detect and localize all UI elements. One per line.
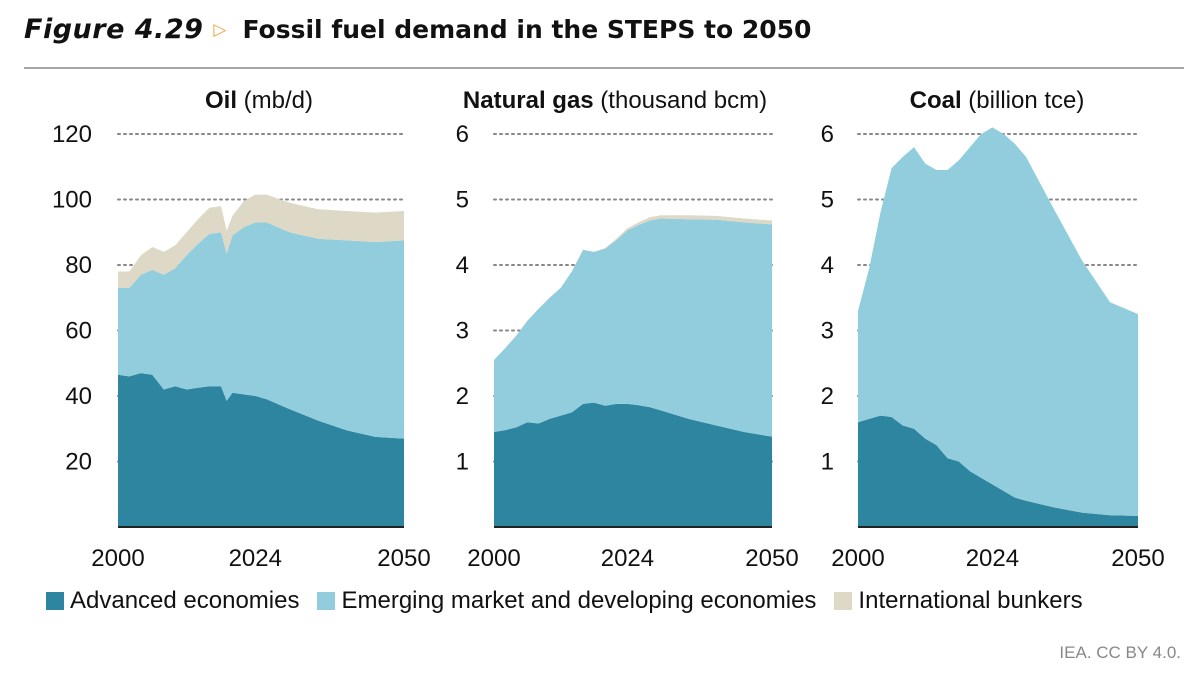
panel-2-y-tick-label: 2	[456, 383, 469, 410]
panel-2-x-tick-label: 2000	[467, 545, 520, 570]
panel-1-title: Oil (mb/d)	[205, 87, 313, 114]
legend-label-bunkers: International bunkers	[858, 587, 1083, 614]
legend-item-emerging: Emerging market and developing economies	[317, 587, 816, 615]
panel-1-area-bunkers	[118, 194, 404, 288]
panel-1-x-tick-label: 2024	[229, 545, 282, 570]
panel-1-y-tick-label: 80	[65, 252, 92, 279]
panel-1-title-bold: Oil	[205, 87, 237, 114]
panel-3-area-emerging	[858, 127, 1138, 516]
legend-label-advanced: Advanced economies	[70, 587, 300, 614]
panel-3-y-tick-label: 2	[821, 383, 834, 410]
figure-title: Fossil fuel demand in the STEPS to 2050	[242, 15, 812, 44]
panel-1-x-tick-label: 2000	[91, 545, 144, 570]
panel-1-title-unit: (mb/d)	[237, 87, 313, 114]
panel-3-y-tick-label: 5	[821, 187, 834, 214]
panel-1-y-tick-label: 60	[65, 318, 92, 345]
panel-3-y-tick-label: 1	[821, 449, 834, 476]
legend-label-emerging: Emerging market and developing economies	[341, 587, 817, 614]
panel-3-y-tick-label: 4	[821, 252, 834, 279]
panel-2-y-tick-label: 4	[456, 252, 469, 279]
panel-3-x-tick-label: 2050	[1111, 545, 1164, 570]
legend: Advanced economies Emerging market and d…	[46, 587, 1101, 615]
panel-2-x-tick-label: 2050	[745, 545, 798, 570]
legend-swatch-emerging	[317, 592, 336, 610]
panel-2-y-tick-label: 3	[456, 318, 469, 345]
figure-heading: Figure 4.29 ▷ Fossil fuel demand in the ST…	[24, 14, 811, 54]
panel-2-title: Natural gas (thousand bcm)	[463, 87, 767, 114]
panel-2-area-advanced	[494, 402, 772, 527]
charts-area: 20 40 60 80 100 120 2000 2024 2050 Oil (mb/d) 1 2 3 4…	[52, 87, 1165, 570]
panel-2-y-tick-label: 1	[456, 449, 469, 476]
triangle-right-icon: ▷	[213, 20, 227, 40]
legend-swatch-advanced	[46, 592, 64, 610]
panel-3-area-advanced	[858, 415, 1138, 527]
panel-3-x-tick-label: 2000	[831, 545, 884, 570]
legend-swatch-bunkers	[834, 592, 853, 610]
panel-1-y-tick-label: 20	[65, 449, 92, 476]
panel-1-y-tick-label: 100	[52, 187, 92, 214]
panel-3-x-tick-label: 2024	[966, 545, 1019, 570]
panel-1-y-tick-label: 40	[65, 383, 92, 410]
panel-2-y-tick-label: 5	[456, 187, 469, 214]
panel-3-title: Coal (billion tce)	[910, 87, 1085, 114]
panel-3-title-bold: Coal	[910, 87, 962, 114]
panel-1-x-tick-label: 2050	[377, 545, 430, 570]
title-divider	[24, 67, 1184, 69]
figure-number: Figure 4.29	[24, 14, 204, 45]
source-credit: IEA. CC BY 4.0.	[1059, 643, 1181, 662]
panel-3-y-tick-label: 6	[821, 121, 834, 148]
legend-item-bunkers: International bunkers	[834, 587, 1083, 615]
panel-1-area-emerging	[118, 222, 404, 439]
legend-item-advanced: Advanced economies	[46, 587, 299, 615]
panel-2-title-bold: Natural gas	[463, 87, 594, 114]
panel-2-title-unit: (thousand bcm)	[594, 87, 767, 114]
panel-2-area-emerging	[494, 218, 772, 437]
panel-3-y-tick-label: 3	[821, 318, 834, 345]
panel-1-y-tick-label: 120	[52, 121, 92, 148]
panel-1-area-advanced	[118, 373, 404, 527]
panel-2-x-tick-label: 2024	[601, 545, 654, 570]
panel-2-y-tick-label: 6	[456, 121, 469, 148]
panel-3-title-unit: (billion tce)	[962, 87, 1085, 114]
